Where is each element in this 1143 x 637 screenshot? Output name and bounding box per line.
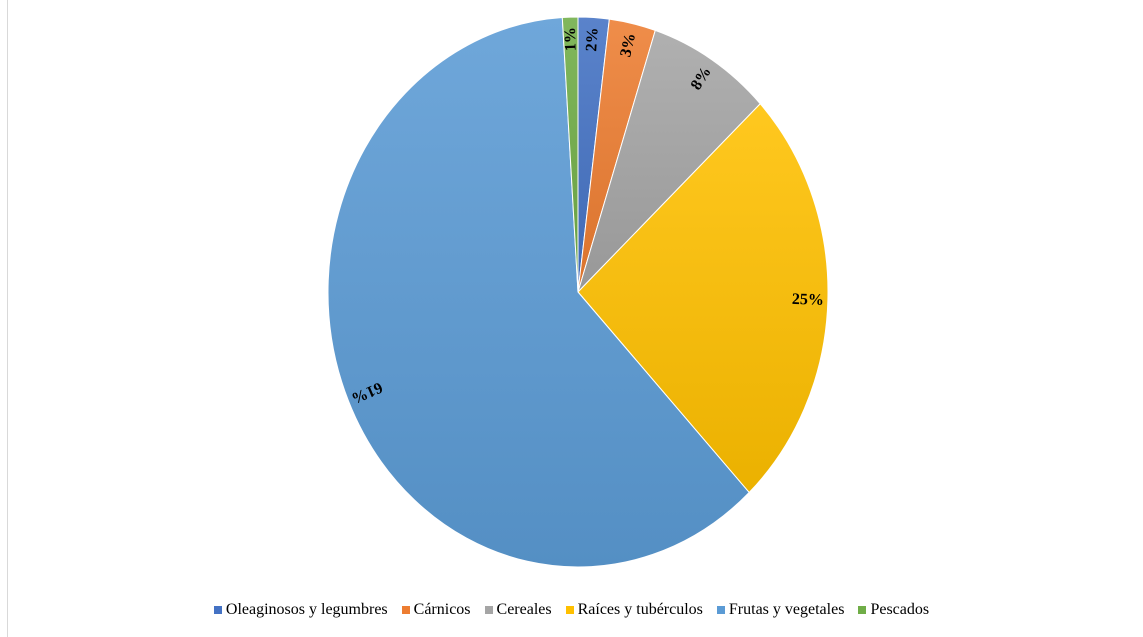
data-label-raices-y-tuberculos: 25% — [792, 291, 825, 309]
pie-slice-cereales — [577, 29, 761, 293]
legend-label-carnicos: Cárnicos — [413, 601, 471, 618]
legend-swatch-oleaginosos-y-legumbres — [213, 606, 222, 614]
legend-label-frutas-y-vegetales: Frutas y vegetales — [728, 601, 845, 618]
legend-swatch-pescados — [858, 606, 867, 614]
pie-slice-frutas-y-vegetales — [327, 17, 750, 568]
pie-slices — [327, 16, 829, 568]
legend-item-frutas-y-vegetales: Frutas y vegetales — [716, 601, 845, 619]
legend-swatch-frutas-y-vegetales — [716, 606, 725, 614]
data-label-carnicos: 3% — [617, 32, 639, 59]
legend-item-cereales: Cereales — [484, 601, 552, 619]
data-label-pescados: 1% — [562, 27, 580, 52]
legend-label-raices-y-tuberculos: Raíces y tubérculos — [577, 601, 703, 618]
legend-swatch-carnicos — [401, 606, 410, 614]
legend-label-pescados: Pescados — [870, 601, 930, 618]
data-label-oleaginosos-y-legumbres: 2% — [583, 27, 601, 52]
chart-border — [7, 0, 8, 637]
legend-swatch-cereales — [484, 606, 493, 614]
legend-label-cereales: Cereales — [496, 601, 552, 618]
pie-chart: 2% 3%8%25%61%1% — [327, 16, 829, 568]
legend-item-oleaginosos-y-legumbres: Oleaginosos y legumbres — [213, 601, 388, 619]
legend-item-pescados: Pescados — [858, 601, 929, 619]
chart-legend: Oleaginosos y legumbres Cárnicos Cereales R… — [0, 601, 1143, 619]
legend-label-oleaginosos-y-legumbres: Oleaginosos y legumbres — [225, 601, 388, 618]
legend-item-carnicos: Cárnicos — [401, 601, 471, 619]
legend-item-raices-y-tuberculos: Raíces y tubérculos — [565, 601, 703, 619]
legend-swatch-raices-y-tuberculos — [565, 606, 574, 614]
pie-slice-pescados — [561, 16, 579, 293]
pie-slice-raices-y-tuberculos — [577, 103, 829, 494]
